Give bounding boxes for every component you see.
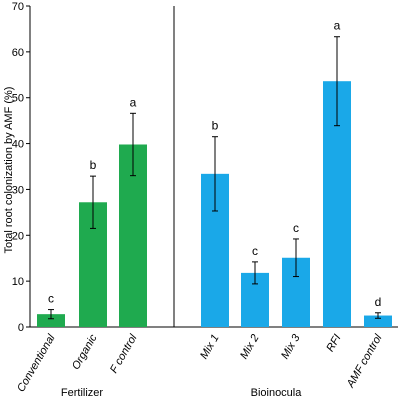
y-tick-label: 0 <box>18 322 24 334</box>
y-tick-label: 40 <box>12 139 24 151</box>
group-label: Fertilizer <box>61 387 104 399</box>
category-label: Mix 2 <box>238 333 262 362</box>
significance-label: c <box>252 244 258 258</box>
significance-label: b <box>212 119 219 133</box>
bar-layer <box>37 36 392 327</box>
y-tick-label: 50 <box>12 93 24 105</box>
y-tick-label: 10 <box>12 276 24 288</box>
significance-label: d <box>375 295 382 309</box>
significance-label: a <box>334 19 341 33</box>
category-label: F control <box>108 332 140 375</box>
group-label: Bioinocula <box>251 387 303 399</box>
category-label: RFI <box>324 333 343 354</box>
bar <box>37 314 65 327</box>
y-tick-label: 30 <box>12 184 24 196</box>
bar <box>364 315 392 327</box>
y-tick-label: 70 <box>12 1 24 13</box>
significance-label: b <box>90 158 97 172</box>
category-label: Mix 3 <box>279 332 303 362</box>
category-label: Mix 1 <box>198 333 222 362</box>
y-axis-title: Total root colonization by AMF (%) <box>3 87 15 254</box>
y-tick-label: 20 <box>12 230 24 242</box>
significance-label: a <box>130 95 137 109</box>
significance-label: c <box>48 292 54 306</box>
y-tick-label: 60 <box>12 47 24 59</box>
category-label: Conventional <box>15 332 58 394</box>
significance-label: c <box>293 221 299 235</box>
category-label: AMF control <box>344 332 385 391</box>
category-label: Organic <box>70 332 100 372</box>
